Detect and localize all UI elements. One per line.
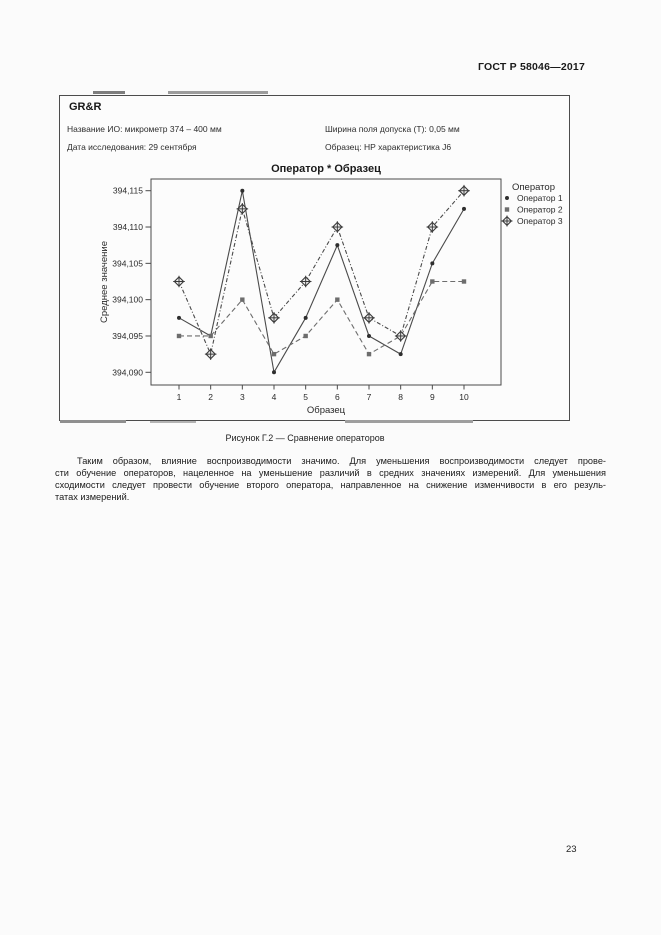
- circle-marker: [177, 315, 181, 320]
- series-operator-3: [173, 184, 470, 360]
- x-tick-label: 1: [177, 392, 182, 402]
- diamond-cross-marker: [501, 215, 513, 227]
- x-tick-label: 4: [272, 392, 277, 402]
- legend-item-label: Оператор 1: [517, 193, 563, 203]
- square-marker: [504, 207, 510, 212]
- scan-artifact: [168, 91, 268, 94]
- legend-item-label: Оператор 2: [517, 205, 563, 215]
- legend-item-operator-2: Оператор 2: [504, 205, 563, 215]
- chart-title: Оператор * Образец: [271, 163, 381, 175]
- x-axis-title: Образец: [307, 405, 346, 416]
- diamond-cross-marker: [299, 275, 312, 288]
- chart-series: [173, 184, 470, 375]
- circle-marker: [430, 261, 435, 266]
- diamond-cross-marker: [268, 312, 280, 324]
- diamond-cross-marker: [236, 203, 249, 215]
- scan-artifact: [93, 91, 125, 94]
- diamond-cross-marker: [394, 330, 407, 342]
- diamond-cross-marker: [173, 275, 185, 288]
- sample-characteristic-label: Образец: НР характеристика J6: [325, 142, 452, 152]
- square-marker: [208, 333, 213, 339]
- page-number: 23: [566, 844, 577, 855]
- paragraph-line: татах измерений.: [55, 492, 130, 502]
- square-marker: [335, 297, 340, 302]
- paragraph-line: сти обучение операторов, нацеленное на у…: [55, 468, 606, 478]
- circle-marker: [505, 196, 509, 200]
- legend-title: Оператор: [512, 182, 555, 193]
- scan-artifact: [150, 421, 196, 423]
- y-axis-title: Среднее значение: [99, 241, 110, 323]
- series-line-3: [178, 190, 465, 356]
- instrument-name-label: Название ИО: микрометр 374 – 400 мм: [67, 124, 222, 134]
- circle-marker: [240, 188, 245, 193]
- y-tick-label: 394,095: [112, 331, 143, 341]
- diamond-cross-marker: [331, 221, 344, 233]
- x-tick-label: 2: [208, 392, 213, 402]
- x-tick-label: 9: [430, 392, 435, 402]
- y-tick-label: 394,100: [112, 295, 143, 305]
- circle-marker: [335, 243, 340, 248]
- circle-marker: [272, 370, 277, 375]
- legend-item-label: Оператор 3: [517, 216, 563, 226]
- square-marker: [461, 279, 467, 284]
- circle-marker: [303, 315, 308, 320]
- circle-marker: [367, 333, 372, 338]
- y-axis-ticks: 394,090 394,095 394,100 394,105 394,110 394,1…: [112, 186, 151, 377]
- diamond-cross-marker: [363, 312, 375, 324]
- square-marker: [303, 333, 308, 339]
- report-box-title: GR&R: [69, 101, 102, 113]
- legend-item-operator-1: Оператор 1: [505, 193, 563, 203]
- square-marker: [366, 351, 372, 357]
- x-axis-ticks: 1 2 3 4 5 6 7 8 9 10: [177, 385, 469, 402]
- legend-item-operator-3: Оператор 3: [501, 215, 563, 227]
- y-tick-label: 394,115: [113, 186, 143, 196]
- figure-caption: Рисунок Г.2 — Сравнение операторов: [225, 433, 385, 443]
- operators-comparison-chart: Оператор * Образец 394,090 394,095 394,100…: [99, 163, 563, 416]
- x-tick-label: 5: [303, 392, 308, 402]
- x-tick-label: 3: [240, 392, 245, 402]
- series-operator-1: [177, 188, 467, 375]
- study-date-label: Дата исследования: 29 сентября: [67, 142, 197, 152]
- series-line-1: [178, 190, 465, 374]
- y-tick-label: 394,105: [112, 258, 143, 268]
- scan-artifact: [60, 420, 126, 423]
- x-tick-label: 8: [398, 392, 403, 402]
- paragraph-line: Таким образом, влияние воспроизводимости…: [77, 456, 606, 466]
- y-tick-label: 394,110: [113, 222, 143, 232]
- circle-marker: [398, 352, 403, 357]
- square-marker: [240, 297, 245, 302]
- x-tick-label: 7: [367, 392, 372, 402]
- square-marker: [430, 279, 435, 284]
- circle-marker: [462, 206, 467, 211]
- series-line-2: [179, 280, 465, 355]
- paragraph-line: сходимости следует провести обучение вто…: [55, 480, 606, 490]
- grr-report-box: GR&R Название ИО: микрометр 374 – 400 мм…: [59, 95, 570, 421]
- diamond-cross-marker: [204, 348, 217, 360]
- y-tick-label: 394,090: [112, 367, 143, 377]
- square-marker: [176, 333, 182, 339]
- page-header-title: ГОСТ Р 58046—2017: [477, 61, 585, 73]
- scan-artifact: [345, 420, 473, 423]
- tolerance-width-label: Ширина поля допуска (Т): 0,05 мм: [325, 124, 460, 134]
- x-tick-label: 6: [335, 392, 340, 402]
- square-marker: [271, 351, 277, 357]
- body-paragraph: Таким образом, влияние воспроизводимости…: [55, 455, 606, 503]
- x-tick-label: 10: [459, 392, 469, 402]
- diamond-cross-marker: [458, 184, 470, 197]
- plot-frame: [150, 178, 502, 386]
- diamond-cross-marker: [426, 221, 439, 233]
